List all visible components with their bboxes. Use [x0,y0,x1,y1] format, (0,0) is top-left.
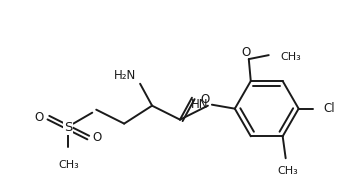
Text: HN: HN [190,98,208,111]
Text: S: S [64,121,72,134]
Text: O: O [92,131,102,144]
Text: CH₃: CH₃ [281,52,301,62]
Text: Cl: Cl [324,102,335,115]
Text: O: O [35,111,44,124]
Text: O: O [200,93,209,106]
Text: CH₃: CH₃ [277,166,298,176]
Text: CH₃: CH₃ [58,159,79,170]
Text: H₂N: H₂N [114,69,136,82]
Text: O: O [241,46,250,59]
